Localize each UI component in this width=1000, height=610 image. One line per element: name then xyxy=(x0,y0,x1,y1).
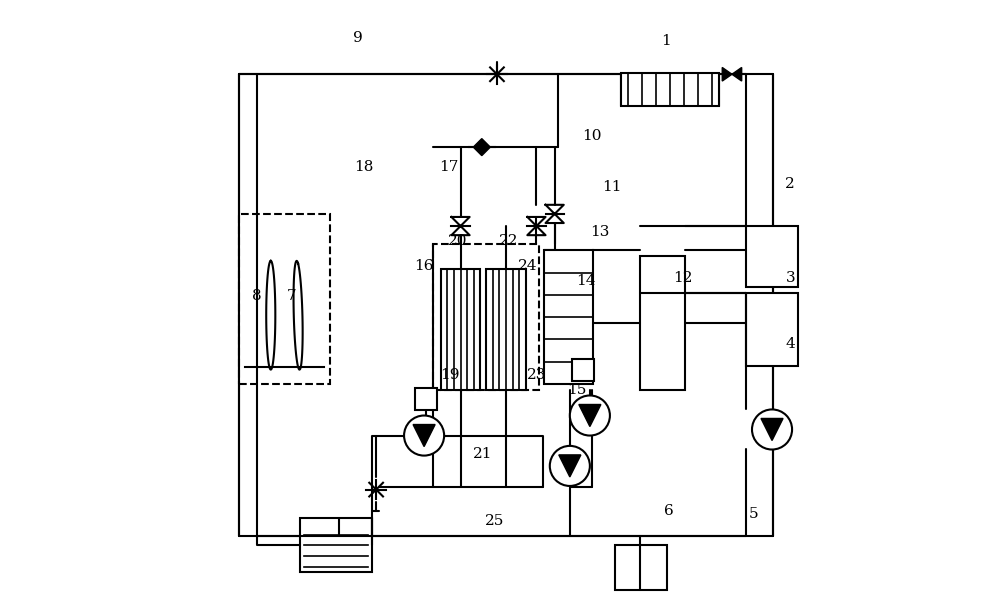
Text: 15: 15 xyxy=(567,383,586,397)
Text: 22: 22 xyxy=(499,234,518,248)
Text: 24: 24 xyxy=(518,259,538,273)
Polygon shape xyxy=(473,138,490,156)
Text: 20: 20 xyxy=(448,234,468,248)
Bar xyxy=(433,244,539,390)
Bar xyxy=(544,250,593,384)
Text: 10: 10 xyxy=(582,129,601,143)
Text: 18: 18 xyxy=(354,160,374,174)
Text: 6: 6 xyxy=(664,504,674,518)
Bar xyxy=(640,256,685,390)
Bar xyxy=(746,226,798,287)
Circle shape xyxy=(404,415,444,456)
Text: 16: 16 xyxy=(414,259,433,273)
Circle shape xyxy=(550,446,590,486)
Text: 23: 23 xyxy=(527,368,547,382)
Text: 19: 19 xyxy=(440,368,460,382)
Text: 11: 11 xyxy=(602,179,622,193)
Text: 14: 14 xyxy=(576,274,595,288)
Text: 13: 13 xyxy=(590,225,609,239)
Polygon shape xyxy=(579,404,601,426)
Bar xyxy=(300,517,372,572)
Text: 3: 3 xyxy=(785,271,795,285)
Polygon shape xyxy=(559,455,581,477)
Bar xyxy=(746,293,798,366)
Polygon shape xyxy=(722,68,732,81)
Bar xyxy=(441,268,480,390)
Bar xyxy=(615,545,667,590)
Polygon shape xyxy=(413,425,435,447)
Text: 17: 17 xyxy=(439,160,459,174)
Text: 8: 8 xyxy=(252,289,262,303)
Text: 25: 25 xyxy=(485,514,504,528)
Bar xyxy=(415,388,437,410)
Circle shape xyxy=(570,395,610,436)
Text: 12: 12 xyxy=(673,271,693,285)
Text: 9: 9 xyxy=(353,31,363,45)
Bar xyxy=(572,359,594,381)
Polygon shape xyxy=(732,68,742,81)
Text: 21: 21 xyxy=(473,447,492,461)
Text: 2: 2 xyxy=(785,176,795,190)
Text: 4: 4 xyxy=(785,337,795,351)
Bar xyxy=(486,268,526,390)
Polygon shape xyxy=(761,418,783,440)
Text: 5: 5 xyxy=(749,508,759,522)
Text: 7: 7 xyxy=(286,289,296,303)
Bar xyxy=(621,73,719,106)
Bar xyxy=(239,214,330,384)
Circle shape xyxy=(752,409,792,450)
Text: 1: 1 xyxy=(661,34,671,48)
